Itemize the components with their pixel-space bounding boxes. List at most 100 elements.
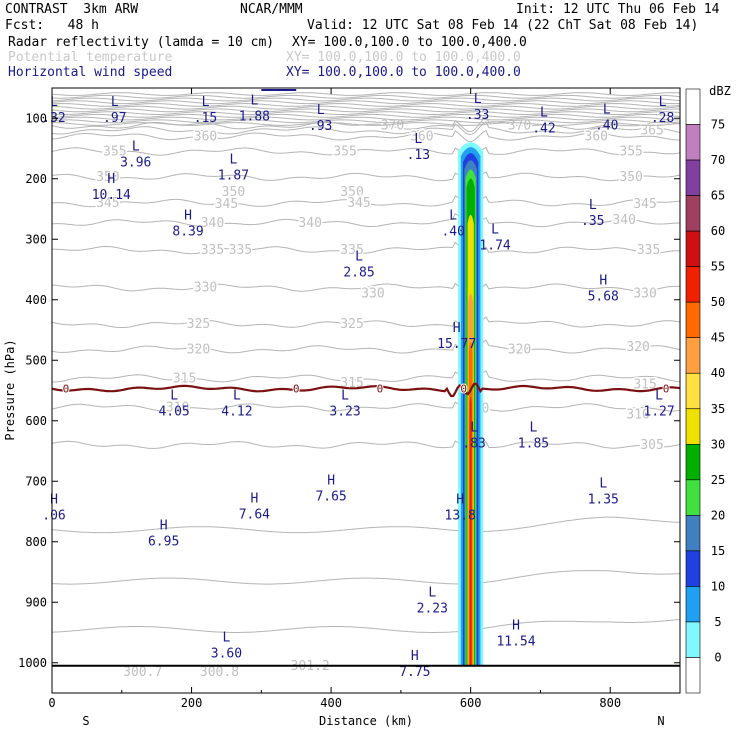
- y-tick-label: 200: [25, 172, 47, 186]
- theta-label: 350: [222, 185, 245, 200]
- wind-extremum-value: 2.23: [417, 601, 448, 616]
- theta-label: 360: [410, 129, 433, 144]
- theta-contour-upper: [52, 111, 680, 115]
- colorbar-swatch: [685, 443, 701, 481]
- colorbar-swatch: [685, 408, 701, 445]
- theta-label: 305: [640, 438, 663, 453]
- colorbar-swatch: [685, 301, 701, 339]
- wind-extremum-type: L: [341, 389, 349, 404]
- field-reflectivity-name: Radar reflectivity (lamda = 10 cm): [8, 35, 275, 50]
- y-tick-label: 500: [25, 353, 47, 367]
- colorbar-swatch: [685, 230, 701, 267]
- wind-extremum-type: L: [599, 476, 607, 491]
- wind-extremum-type: H: [453, 321, 461, 336]
- y-tick-label: 700: [25, 474, 47, 488]
- wind-extremum-type: L: [202, 95, 210, 110]
- theta-contour-upper: [52, 122, 680, 126]
- theta-label: 310: [626, 408, 649, 423]
- x-tick-label: 800: [599, 696, 621, 710]
- colorbar-level-label: 30: [711, 437, 725, 451]
- wind-extremum-type: H: [160, 519, 168, 534]
- field-theta-name: Potential temperature: [8, 50, 173, 65]
- field-wind-name: Horizontal wind speed: [8, 65, 173, 80]
- theta-contour-310: [52, 401, 680, 414]
- wind-extremum-value: 8.39: [172, 224, 203, 239]
- theta-contour-lower: [52, 516, 680, 534]
- colorbar-level-label: 70: [711, 153, 725, 167]
- theta-label: 355: [103, 145, 126, 160]
- colorbar-unit: dBZ: [709, 84, 731, 98]
- wind-extremum-type: L: [250, 93, 258, 108]
- wind-extremum-value: 4.12: [221, 405, 252, 420]
- theta-label: 345: [347, 196, 370, 211]
- wind-extremum-type: H: [456, 493, 464, 508]
- wind-extremum-type: H: [512, 619, 520, 634]
- wind-extremum-value: 7.65: [315, 489, 346, 504]
- y-tick-label: 300: [25, 232, 47, 246]
- theta-label: 320: [187, 342, 210, 357]
- colorbar-level-label: 25: [711, 473, 725, 487]
- y-tick-label: 900: [25, 595, 47, 609]
- theta-label: 360: [194, 129, 217, 144]
- zero-isotherm: [52, 382, 680, 398]
- colorbar-level-label: 15: [711, 544, 725, 558]
- x-tick-label: 600: [460, 696, 482, 710]
- theta-label: 345: [215, 197, 238, 212]
- wind-extremum-type: H: [599, 274, 607, 289]
- wind-extremum-type: L: [414, 132, 422, 147]
- theta-label: 330: [194, 281, 217, 296]
- colorbar-swatch: [685, 621, 701, 658]
- wind-extremum-value: 3.60: [211, 647, 242, 662]
- colorbar-level-label: 75: [711, 118, 725, 132]
- wind-extremum-value: 7.75: [399, 665, 430, 680]
- wind-extremum-value: 1.27: [643, 405, 674, 420]
- theta-label: 355: [619, 145, 642, 160]
- colorbar-swatch: [685, 337, 701, 374]
- wind-extremum-type: H: [50, 493, 58, 508]
- theta-contour-upper: [52, 113, 680, 118]
- wind-extremum-type: H: [184, 208, 192, 223]
- theta-label: 335: [340, 243, 363, 258]
- colorbar-level-label: 60: [711, 224, 725, 238]
- zero-isotherm-label: 0: [293, 383, 300, 396]
- wind-extremum-type: H: [250, 492, 258, 507]
- wind-extremum-type: L: [655, 389, 663, 404]
- wind-extremum-type: L: [132, 139, 140, 154]
- x-axis-label: Distance (km): [319, 714, 413, 728]
- valid-time: Valid: 12 UTC Sat 08 Feb 14 (22 ChT Sat …: [307, 18, 699, 33]
- theta-contour-upper: [52, 100, 680, 105]
- theta-contour-360: [52, 130, 680, 143]
- y-axis-label: Pressure (hPa): [3, 339, 17, 440]
- wind-extremum-type: L: [230, 153, 238, 168]
- colorbar-swatch: [685, 159, 701, 196]
- colorbar-swatch: [685, 266, 701, 303]
- theta-label: 350: [619, 170, 642, 185]
- forecast-hour: Fcst: 48 h: [5, 18, 99, 33]
- wind-extremum-value: .40: [441, 224, 464, 239]
- field-theta-xy: XY= 100.0,100.0 to 100.0,400.0: [286, 50, 521, 65]
- theta-contour-350: [52, 171, 680, 184]
- wind-extremum-type: L: [317, 103, 325, 118]
- init-time: Init: 12 UTC Thu 06 Feb 14: [516, 2, 720, 17]
- wind-extremum-type: H: [327, 473, 335, 488]
- colorbar-level-label: 45: [711, 331, 725, 345]
- wind-extremum-type: L: [474, 92, 482, 107]
- zero-isotherm-label: 0: [663, 383, 670, 396]
- theta-contour-lower: [52, 570, 680, 585]
- wind-extremum-type: L: [50, 95, 58, 110]
- wind-extremum-value: 7.64: [239, 508, 270, 523]
- colorbar-level-label: 50: [711, 295, 725, 309]
- y-tick-label: 600: [25, 414, 47, 428]
- wind-extremum-value: 6.95: [148, 535, 179, 550]
- colorbar-level-label: 40: [711, 366, 725, 380]
- colorbar-swatch: [685, 586, 701, 623]
- theta-label: 325: [340, 317, 363, 332]
- wind-extremum-value: .40: [595, 118, 618, 133]
- colorbar-level-label: 35: [711, 402, 725, 416]
- x-tick-label: 200: [181, 696, 203, 710]
- wind-extremum-value: 5.68: [588, 290, 619, 305]
- wind-extremum-value: .33: [466, 108, 489, 123]
- theta-label: 340: [201, 216, 224, 231]
- wind-extremum-value: .35: [581, 214, 604, 229]
- theta-contour-lower: [52, 618, 680, 633]
